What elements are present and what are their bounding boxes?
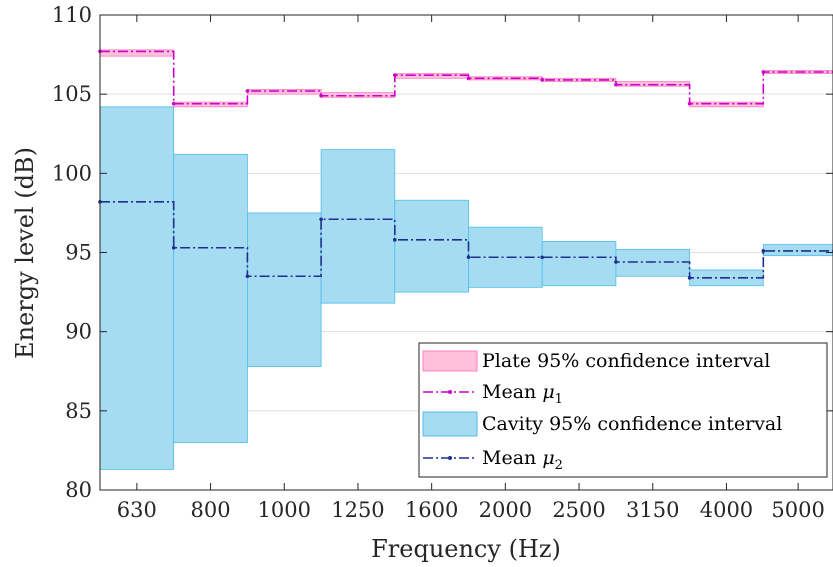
mean2-point-3150 [614, 260, 618, 264]
mean2-point-1000 [245, 274, 250, 279]
y-axis-label: Energy level (dB) [11, 147, 39, 359]
legend-mean1-prefix: Mean [482, 381, 542, 403]
mean1-point-1250 [319, 93, 323, 98]
mean1-point-2500 [540, 78, 544, 82]
mean1-point-800 [171, 101, 176, 106]
legend-label-mean1: Mean μ1 [482, 381, 563, 407]
confidence-bands [99, 49, 833, 470]
band-cavity-1600 [394, 199, 469, 293]
y-tick-label-105: 105 [52, 82, 92, 106]
legend-label-plate: Plate 95% confidence interval [482, 350, 770, 372]
band-cavity-2500 [541, 241, 617, 287]
y-tick-label-100: 100 [52, 161, 92, 185]
legend-label-cavity: Cavity 95% confidence interval [482, 413, 782, 435]
x-tick-label-1600: 1600 [405, 498, 458, 522]
legend: Plate 95% confidence interval Mean μ1 Ca… [418, 342, 828, 478]
legend-mean1-symbol: μ [542, 381, 554, 403]
x-tick-label-2500: 2500 [552, 498, 605, 522]
x-tick-label-1250: 1250 [331, 498, 384, 522]
x-tick-label-3150: 3150 [626, 498, 679, 522]
axes [99, 14, 833, 491]
band-cavity-800 [173, 153, 248, 443]
mean-lines [98, 49, 833, 280]
x-tick-label-630: 630 [117, 498, 157, 522]
mean1-point-3150 [614, 82, 618, 87]
x-tick-label-1000: 1000 [258, 498, 311, 522]
mean1-point-1600 [393, 73, 397, 77]
mean-line-1 [100, 50, 833, 105]
x-tick-label-800: 800 [191, 498, 231, 522]
mean2-point-1250 [319, 217, 323, 222]
band-cavity-1000 [246, 212, 322, 367]
x-axis-label: Frequency (Hz) [371, 535, 561, 563]
mean2-point-5000 [761, 249, 766, 253]
mean2-point-2000 [466, 255, 471, 260]
legend-marker-mean2 [448, 456, 452, 460]
legend-swatch-plate [422, 350, 478, 372]
mean1-point-1000 [245, 89, 250, 93]
legend-swatch-cavity [422, 411, 478, 437]
y-tick-label-80: 80 [65, 478, 92, 502]
band-cavity-1250 [320, 149, 396, 304]
tick-labels: 80 85 90 95 100 105 110 630 800 1000 1250 1600 2000 2… [52, 3, 825, 522]
x-tick-label-4000: 4000 [700, 498, 753, 522]
band-cavity-630 [99, 106, 175, 470]
mean2-point-1600 [393, 238, 397, 242]
legend-mean2-symbol: μ [542, 447, 554, 469]
x-tick-label-2000: 2000 [479, 498, 532, 522]
legend-box [418, 342, 828, 478]
legend-mean1-sub: 1 [555, 392, 563, 407]
mean1-point-2000 [466, 76, 471, 81]
x-tick-label-5000: 5000 [771, 498, 824, 522]
y-tick-label-110: 110 [52, 3, 92, 27]
legend-label-mean2: Mean μ2 [482, 447, 563, 473]
legend-mean2-prefix: Mean [482, 447, 542, 469]
legend-mean2-sub: 2 [555, 458, 563, 473]
mean1-point-5000 [761, 70, 766, 74]
mean2-point-800 [171, 245, 176, 250]
y-tick-label-90: 90 [65, 320, 92, 344]
y-tick-label-85: 85 [65, 399, 92, 423]
legend-marker-mean1 [448, 390, 452, 394]
y-tick-label-95: 95 [65, 241, 92, 265]
mean1-point-4000 [687, 101, 692, 106]
mean2-point-4000 [687, 276, 692, 280]
mean2-point-2500 [540, 255, 544, 260]
